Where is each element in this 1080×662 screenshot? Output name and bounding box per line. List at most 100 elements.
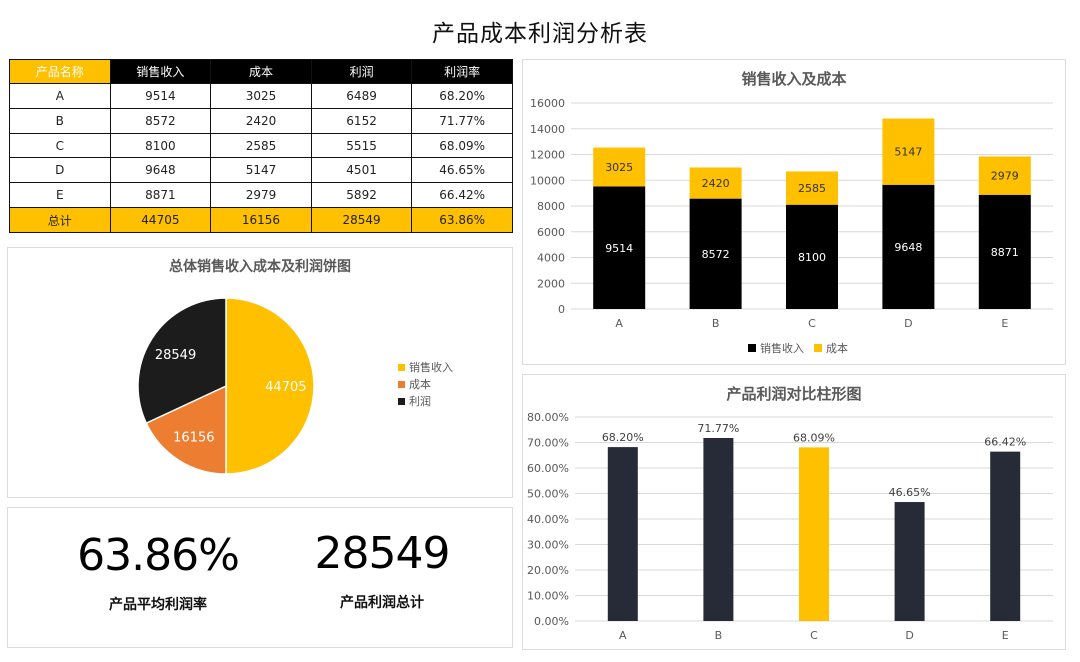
table-cell: 28549 bbox=[310, 207, 413, 233]
data-label: 68.09% bbox=[793, 431, 835, 444]
bar-margin-b bbox=[703, 437, 734, 621]
x-tick-label: B bbox=[712, 317, 720, 330]
data-label: 5147 bbox=[894, 146, 922, 159]
table-cell: 46.65% bbox=[411, 157, 513, 184]
kpi-avg-margin-label: 产品平均利润率 bbox=[109, 597, 207, 613]
bar-sales-b bbox=[689, 198, 742, 309]
page-title: 产品成本利润分析表 bbox=[432, 21, 648, 47]
y-tick-label: 4000 bbox=[537, 252, 565, 265]
data-label: 68.20% bbox=[602, 431, 644, 444]
table-cell: 44705 bbox=[109, 207, 212, 233]
x-tick-label: C bbox=[810, 629, 818, 642]
data-label: 44705 bbox=[265, 380, 306, 395]
data-label: 71.77% bbox=[697, 422, 739, 435]
table-header-cell: 利润 bbox=[310, 59, 413, 84]
x-tick-label: A bbox=[619, 629, 627, 642]
bar-margin-e bbox=[990, 451, 1021, 621]
y-tick-label: 30.00% bbox=[527, 539, 569, 552]
legend-label: 成本 bbox=[409, 377, 431, 391]
table-header-cell: 成本 bbox=[210, 59, 312, 84]
kpi-panel: 63.86% 产品平均利润率 28549 产品利润总计 bbox=[7, 507, 513, 648]
x-tick-label: D bbox=[904, 317, 912, 330]
legend-swatch bbox=[398, 381, 405, 388]
pie-slice-1 bbox=[225, 297, 315, 475]
legend-label: 销售收入 bbox=[409, 360, 453, 374]
bar-margin-d bbox=[894, 502, 925, 621]
table-cell: 68.09% bbox=[411, 132, 513, 159]
bar-sales-a bbox=[593, 186, 646, 309]
y-tick-label: 12000 bbox=[530, 149, 565, 162]
x-tick-label: B bbox=[715, 629, 723, 642]
table-row: D 9648 5147 4501 46.65% bbox=[9, 157, 513, 184]
legend-label: 销售收入 bbox=[760, 341, 804, 355]
data-label: 46.65% bbox=[889, 486, 931, 499]
data-label: 2979 bbox=[991, 170, 1019, 183]
pie-chart-title: 总体销售收入成本及利润饼图 bbox=[169, 259, 351, 275]
table-cell: 71.77% bbox=[411, 107, 513, 134]
table-cell: 6489 bbox=[310, 83, 413, 109]
kpi-total-profit-label: 产品利润总计 bbox=[340, 595, 424, 611]
y-tick-label: 6000 bbox=[537, 226, 565, 239]
y-tick-label: 50.00% bbox=[527, 488, 569, 501]
pie-slice-3 bbox=[137, 297, 227, 425]
data-label: 9514 bbox=[605, 242, 633, 255]
table-cell: 6152 bbox=[310, 107, 413, 134]
y-tick-label: 16000 bbox=[530, 97, 565, 110]
table-cell: 总计 bbox=[9, 207, 111, 233]
margin-chart-panel: 产品利润对比柱形图 0.00% 10.00% 20.00% 30.00% 40.00% 5… bbox=[522, 374, 1066, 650]
table-cell: 8572 bbox=[109, 107, 212, 134]
table-cell: 9648 bbox=[109, 157, 212, 184]
bar-cost-c bbox=[786, 171, 838, 205]
table-cell: D bbox=[9, 157, 111, 184]
data-label: 8100 bbox=[798, 251, 826, 264]
legend-swatch bbox=[398, 364, 405, 371]
pie-chart-panel: 总体销售收入成本及利润饼图 44705 16156 28549 销售收入 成本 利润 bbox=[7, 247, 513, 498]
y-tick-label: 10000 bbox=[530, 174, 565, 187]
table-header-cell: 销售收入 bbox=[109, 59, 212, 84]
data-label: 2585 bbox=[798, 182, 826, 195]
data-label: 28549 bbox=[155, 348, 196, 363]
y-tick-label: 14000 bbox=[530, 123, 565, 136]
bar-sales-d bbox=[882, 184, 935, 309]
data-table: 产品名称 销售收入 成本 利润 利润率 A 9514 3025 6489 68.… bbox=[9, 59, 513, 233]
table-cell: 63.86% bbox=[411, 207, 513, 233]
margin-chart-title: 产品利润对比柱形图 bbox=[726, 385, 862, 403]
x-tick-label: E bbox=[1002, 629, 1009, 642]
table-cell: 68.20% bbox=[411, 83, 513, 109]
y-tick-label: 20.00% bbox=[527, 564, 569, 577]
table-cell: 66.42% bbox=[411, 182, 513, 209]
table-row: E 8871 2979 5892 66.42% bbox=[9, 182, 513, 209]
y-tick-label: 8000 bbox=[537, 200, 565, 213]
bar-cost-b bbox=[689, 167, 742, 199]
table-cell: 4501 bbox=[310, 157, 413, 184]
data-label: 3025 bbox=[605, 161, 633, 174]
legend-swatch bbox=[814, 344, 822, 352]
data-label: 16156 bbox=[173, 430, 214, 445]
table-cell: 3025 bbox=[210, 83, 312, 109]
y-tick-label: 10.00% bbox=[527, 590, 569, 603]
data-label: 2420 bbox=[702, 177, 730, 190]
x-tick-label: A bbox=[615, 317, 623, 330]
y-tick-label: 0 bbox=[558, 303, 565, 316]
table-cell: 8100 bbox=[109, 132, 212, 159]
bar-cost-e bbox=[978, 156, 1031, 195]
table-cell: 2420 bbox=[210, 107, 312, 134]
table-row: C 8100 2585 5515 68.09% bbox=[9, 132, 513, 159]
kpi-total-profit-value: 28549 bbox=[314, 528, 451, 579]
table-cell: 2585 bbox=[210, 132, 312, 159]
table-row: B 8572 2420 6152 71.77% bbox=[9, 107, 513, 134]
table-cell: 16156 bbox=[210, 207, 312, 233]
table-cell: C bbox=[9, 132, 111, 159]
y-tick-label: 80.00% bbox=[527, 411, 569, 424]
data-label: 8871 bbox=[991, 246, 1019, 259]
margin-bar-chart: 0.00% 10.00% 20.00% 30.00% 40.00% 50.00% 60.00… bbox=[527, 411, 1053, 642]
table-cell: A bbox=[9, 83, 111, 109]
bar-cost-a bbox=[593, 147, 646, 187]
stacked-chart-panel: 销售收入及成本 0 2000 4000 6000 8000 10000 12000 14000… bbox=[522, 59, 1066, 365]
table-cell: 8871 bbox=[109, 182, 212, 209]
y-tick-label: 70.00% bbox=[527, 437, 569, 450]
table-cell: 5515 bbox=[310, 132, 413, 159]
data-label: 8572 bbox=[702, 248, 730, 261]
bar-sales-c bbox=[786, 204, 838, 309]
y-tick-label: 0.00% bbox=[534, 615, 569, 628]
